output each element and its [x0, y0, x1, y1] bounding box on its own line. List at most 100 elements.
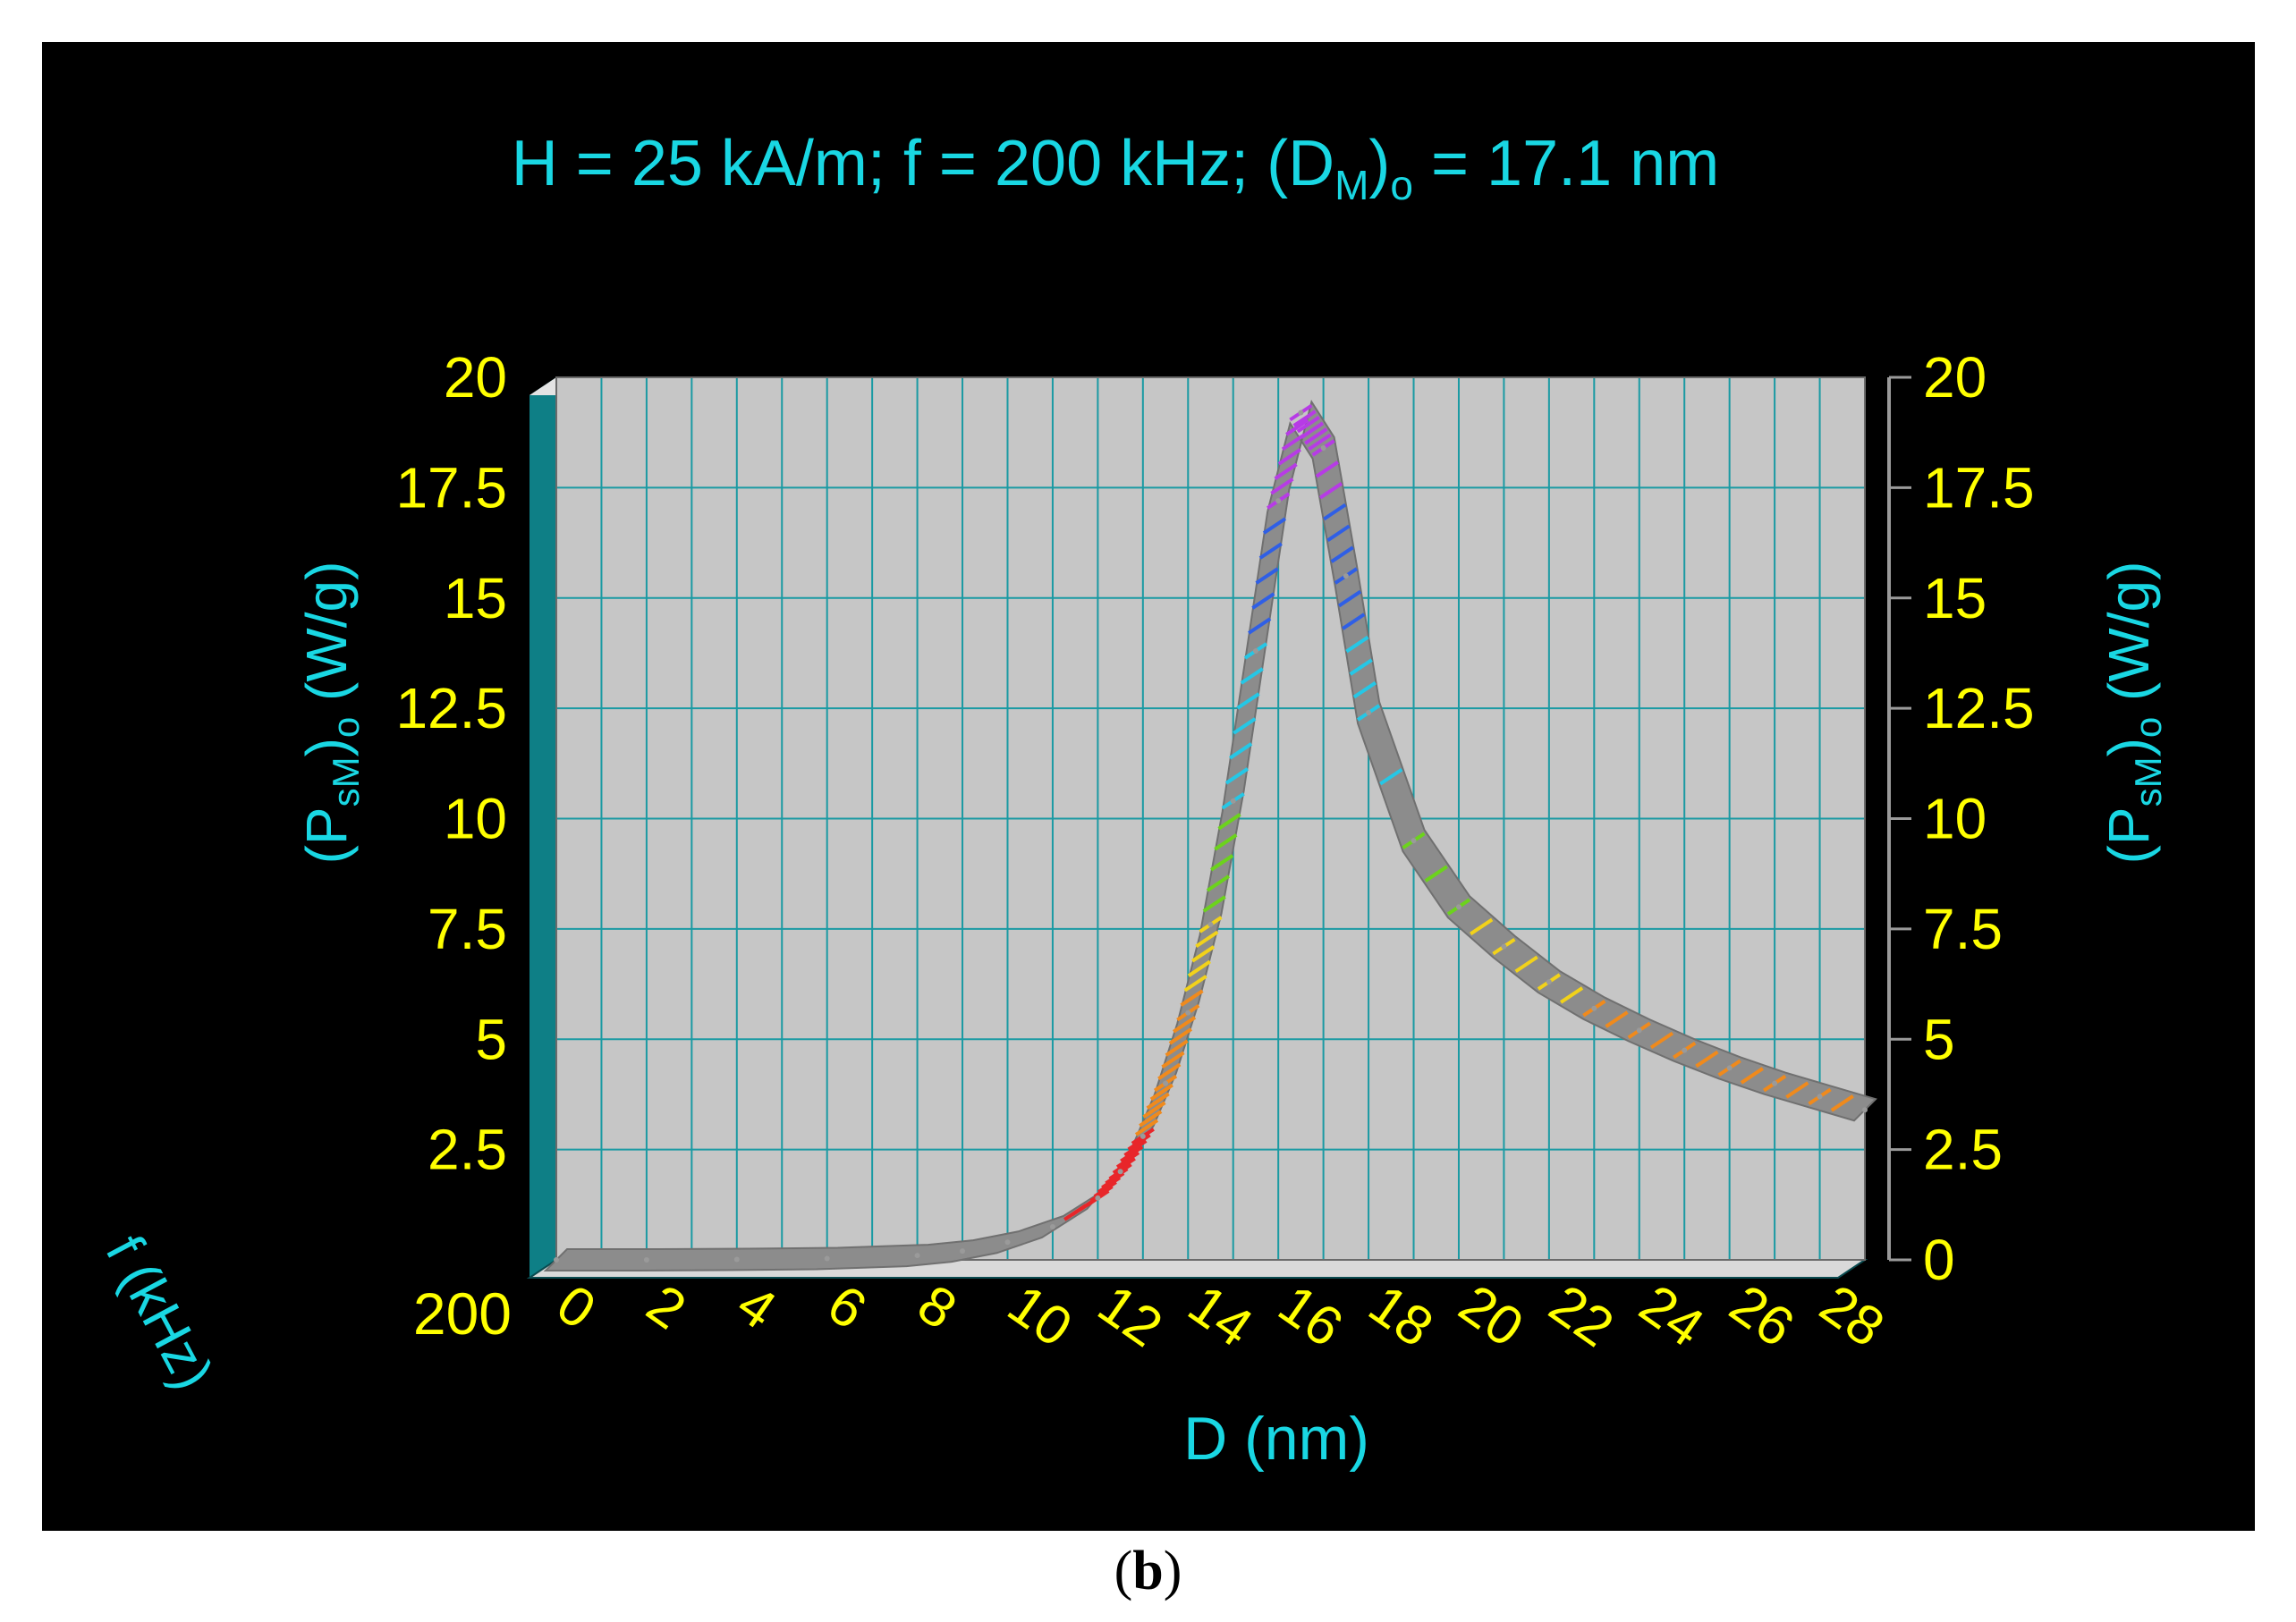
- series-hatch: [1187, 959, 1211, 977]
- data-point: [1817, 1094, 1823, 1100]
- y-tick-label-left: 12.5: [395, 676, 507, 740]
- data-point: [1275, 498, 1282, 504]
- data-point: [1501, 943, 1507, 950]
- ylabel-subscript: sM: [325, 756, 367, 807]
- series-hatch: [1379, 767, 1403, 786]
- series-hatch: [1277, 448, 1301, 466]
- ylabel-text: (P: [294, 807, 359, 864]
- series-hatch: [1349, 658, 1373, 676]
- data-point: [1546, 979, 1552, 985]
- data-point: [1140, 1133, 1146, 1139]
- x-tick-label: 4: [726, 1273, 787, 1341]
- y-tick-label-left: 17.5: [395, 455, 507, 520]
- series-hatch: [1318, 482, 1343, 500]
- ylabel-text: (W/g): [2097, 562, 2161, 717]
- y-tick-label-right: 5: [1923, 1007, 1955, 1071]
- y-axis-label-left: (PsM)o (W/g): [294, 562, 367, 865]
- data-point: [1230, 798, 1236, 804]
- series-hatch: [1233, 717, 1257, 735]
- data-point: [1772, 1080, 1778, 1086]
- x-tick-label: 6: [817, 1273, 877, 1341]
- series-hatch: [1695, 1050, 1719, 1069]
- ylabel-subscript: o: [2127, 717, 2169, 738]
- series-hatch: [1190, 945, 1216, 963]
- caption-letter: b: [1132, 1541, 1164, 1601]
- x-tick-label: 18: [1358, 1273, 1444, 1359]
- series-hatch: [1195, 930, 1219, 949]
- data-point: [1320, 444, 1326, 451]
- series-hatch: [1292, 410, 1317, 427]
- series-hatch: [1308, 433, 1332, 452]
- series-hatch: [1127, 1133, 1151, 1152]
- data-point: [1726, 1065, 1733, 1071]
- y-tick-label-left: 10: [444, 787, 507, 851]
- series-hatch: [1300, 421, 1325, 439]
- series-hatch: [1229, 742, 1253, 760]
- data-point: [1455, 904, 1461, 910]
- y-axis-label-right: (PsM)o (W/g): [2097, 562, 2169, 865]
- y-tick-label-right: 0: [1923, 1228, 1955, 1292]
- series-hatch: [1115, 1151, 1140, 1169]
- y-tick-label-left: 2.5: [428, 1118, 507, 1182]
- x-tick-label: 26: [1719, 1273, 1805, 1359]
- series-hatch: [1251, 592, 1275, 610]
- x-tick-label: 12: [1087, 1273, 1173, 1359]
- series-hatch: [1165, 1039, 1189, 1057]
- series-hatch: [1168, 1027, 1192, 1045]
- data-point: [1163, 1080, 1169, 1086]
- series-hatch: [1258, 542, 1283, 560]
- y-tick-label-left: 5: [475, 1007, 507, 1071]
- series-hatch: [1139, 1110, 1163, 1128]
- z-tick-label: 200: [413, 1280, 512, 1347]
- series-hatch: [1134, 1119, 1159, 1136]
- x-axis-label: D (nm): [1183, 1405, 1369, 1473]
- title-subscript: o: [1390, 162, 1413, 208]
- chart-panel: H = 25 kA/m; f = 200 kHz; (DM)o = 17.1 n…: [42, 42, 2255, 1531]
- data-point: [1366, 710, 1372, 716]
- x-tick-label: 16: [1267, 1273, 1353, 1359]
- data-point: [1862, 1107, 1868, 1113]
- y-tick-label-right: 10: [1923, 787, 1987, 851]
- data-point: [1117, 1169, 1123, 1175]
- series-hatch: [1183, 975, 1207, 993]
- data-point: [1049, 1223, 1055, 1229]
- y-tick-label-left: 15: [444, 566, 507, 630]
- series-hatch: [1217, 813, 1241, 831]
- series-hatch: [1740, 1067, 1764, 1085]
- series-hatch: [1202, 895, 1226, 913]
- series-hatch: [1172, 1016, 1197, 1034]
- caption-open: (: [1114, 1541, 1133, 1601]
- y-tick-label-right: 17.5: [1923, 455, 2035, 520]
- data-point: [1343, 573, 1349, 579]
- chart-svg: H = 25 kA/m; f = 200 kHz; (DM)o = 17.1 n…: [94, 128, 2169, 1473]
- series-hatch: [1337, 589, 1362, 608]
- x-tick-label: 2: [636, 1273, 697, 1341]
- title-subscript: M: [1334, 162, 1368, 208]
- x-tick-label: 14: [1177, 1273, 1263, 1359]
- series-hatch: [1285, 418, 1309, 436]
- series-hatch: [1262, 517, 1287, 535]
- x-tick-label: 24: [1629, 1273, 1715, 1359]
- series-hatch: [1330, 545, 1354, 563]
- series-hatch: [1830, 1094, 1854, 1112]
- title-text: ): [1368, 128, 1390, 199]
- series-hatch: [1142, 1101, 1166, 1119]
- data-point: [643, 1257, 649, 1263]
- data-point: [1185, 1010, 1191, 1016]
- data-point: [1591, 1005, 1597, 1011]
- plot-frame: [555, 376, 1866, 1261]
- data-point: [1095, 1195, 1101, 1201]
- series-hatch: [1120, 1145, 1144, 1163]
- z-axis-label: f (kHz): [94, 1226, 225, 1399]
- series-hatch: [1214, 833, 1238, 851]
- data-point: [1207, 921, 1214, 927]
- ylabel-text: ): [294, 738, 359, 756]
- ylabel-subscript: o: [325, 717, 367, 738]
- series-hatch: [1206, 874, 1231, 892]
- figure-caption: (b): [0, 1540, 2296, 1603]
- data-point: [824, 1255, 830, 1262]
- series-hatch: [1161, 1051, 1185, 1069]
- data-point: [1411, 838, 1417, 844]
- x-tick-label: 8: [907, 1273, 968, 1341]
- series-hatch: [1236, 692, 1260, 710]
